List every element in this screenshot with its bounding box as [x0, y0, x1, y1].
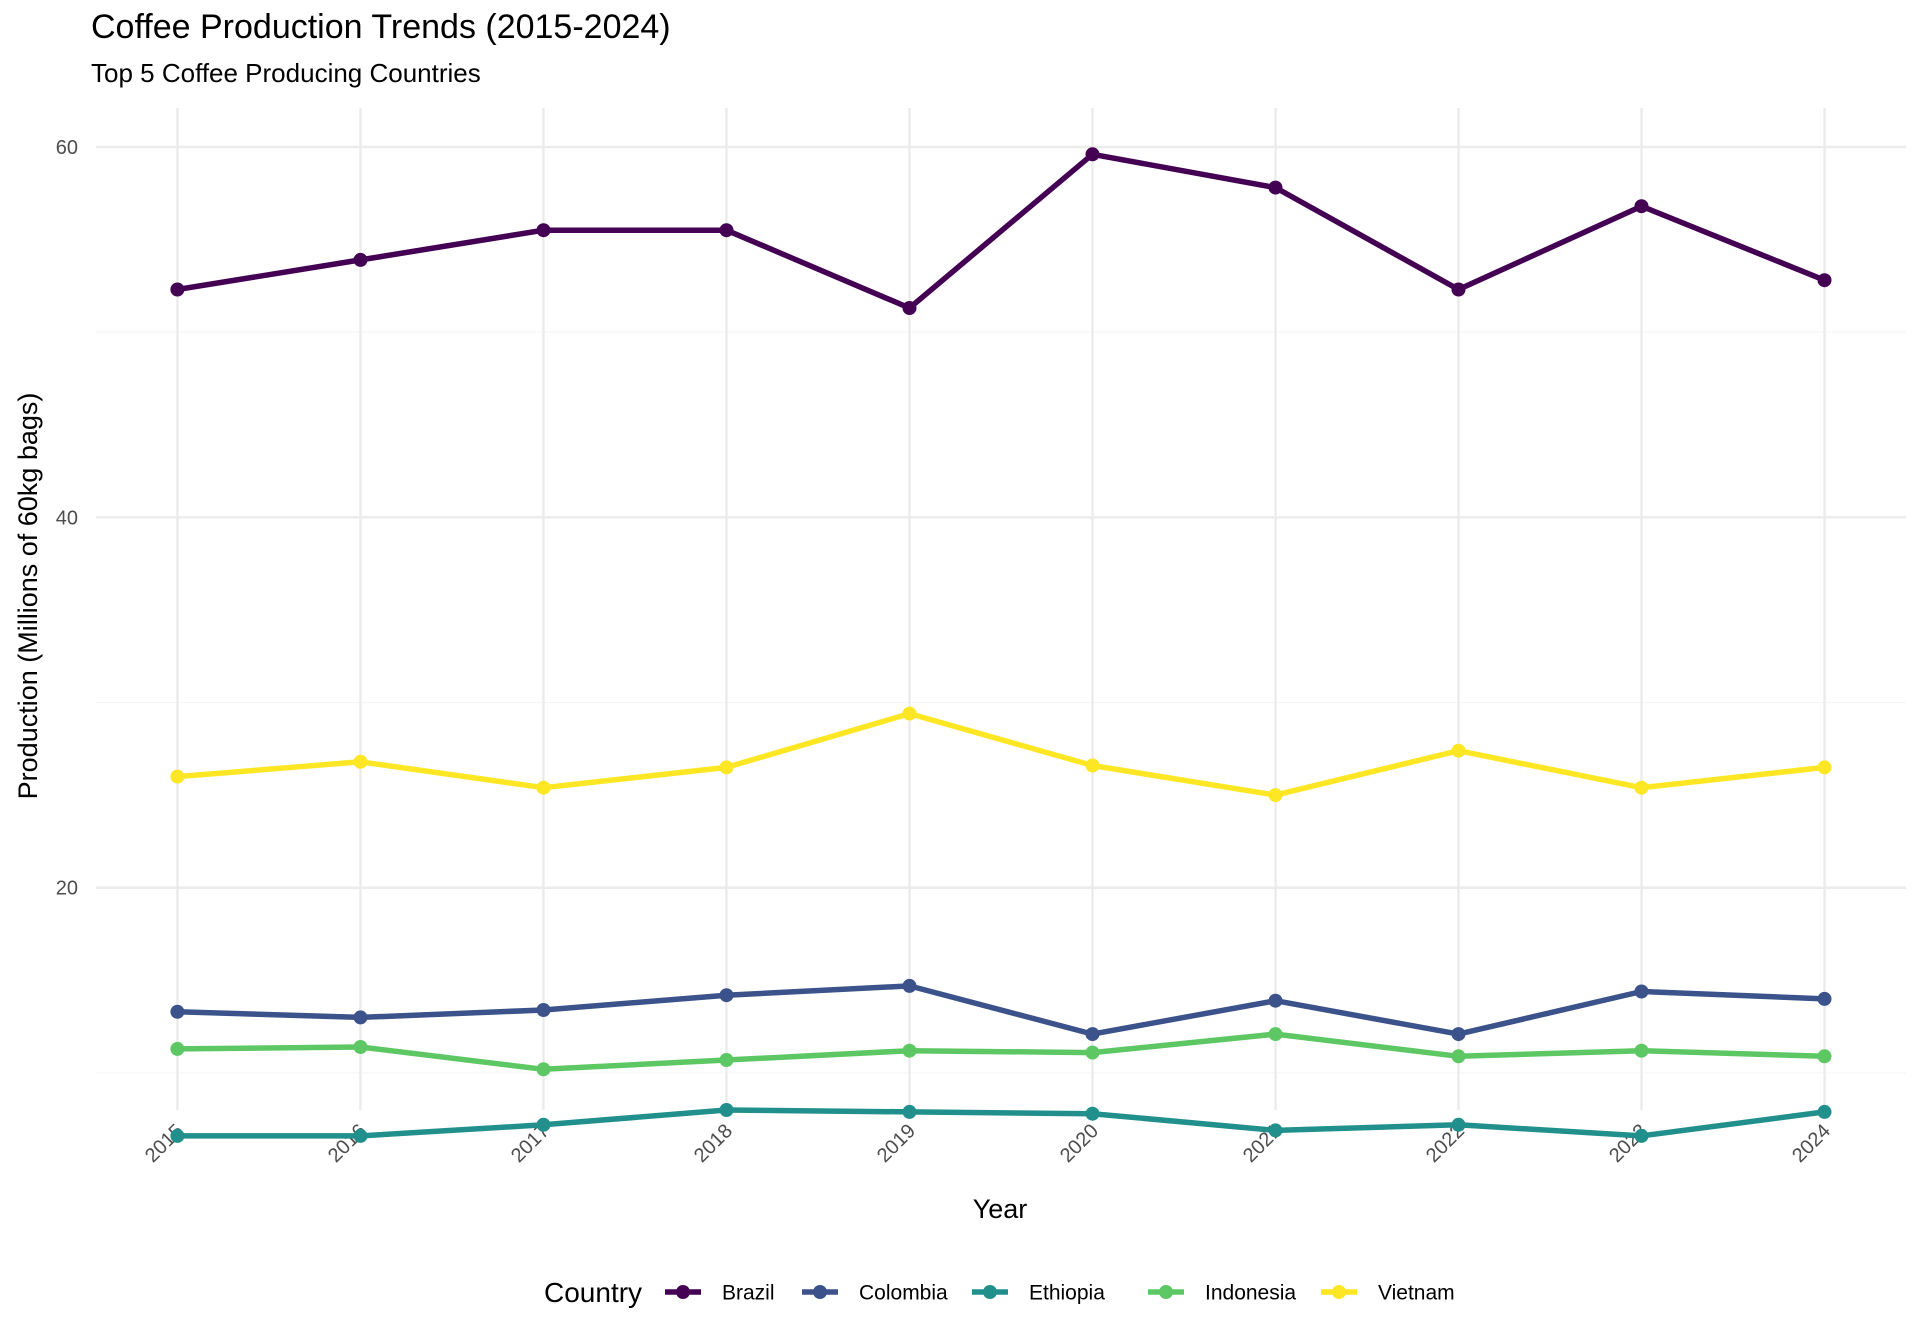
data-point-brazil: [536, 223, 551, 238]
data-point-indonesia: [1268, 1027, 1283, 1042]
data-point-brazil: [1451, 282, 1466, 297]
data-point-brazil: [170, 282, 185, 297]
data-point-ethiopia: [1634, 1128, 1649, 1143]
legend-label: Indonesia: [1205, 1282, 1296, 1305]
series-line-indonesia: [177, 1031, 1825, 1073]
data-point-vietnam: [536, 780, 551, 795]
data-point-brazil: [1634, 199, 1649, 214]
x-tick-label: 2019: [873, 1120, 920, 1167]
chart-title: Coffee Production Trends (2015-2024): [91, 8, 671, 46]
data-point-colombia: [536, 1003, 551, 1017]
legend-item-brazil: Brazil: [665, 1282, 775, 1305]
x-axis-ticks: 2015 2016 2017 2018 2019 2020 2021 2022 2023 2024: [141, 1120, 1835, 1167]
y-tick-label: 40: [56, 507, 78, 529]
y-tick-label: 20: [56, 878, 78, 900]
data-point-indonesia: [1634, 1043, 1649, 1058]
data-point-indonesia: [719, 1053, 734, 1067]
data-point-colombia: [902, 978, 917, 993]
data-point-ethiopia: [536, 1117, 551, 1132]
data-point-vietnam: [1268, 788, 1283, 803]
series-colombia: [170, 978, 1832, 1042]
data-point-ethiopia: [1268, 1123, 1283, 1138]
data-point-ethiopia: [1817, 1104, 1832, 1119]
data-point-vietnam: [902, 706, 917, 721]
y-axis-ticks: 20 40 60: [56, 137, 78, 900]
series-line-brazil: [176, 151, 1826, 311]
data-point-indonesia: [1085, 1045, 1100, 1060]
chart-subtitle: Top 5 Coffee Producing Countries: [91, 58, 481, 88]
legend-key-point: [813, 1285, 827, 1299]
data-point-vietnam: [170, 769, 185, 784]
series-line-vietnam: [177, 710, 1825, 798]
series-ethiopia: [170, 1103, 1832, 1143]
data-point-brazil: [719, 223, 734, 238]
data-point-brazil: [1085, 147, 1100, 162]
x-axis-title: Year: [973, 1194, 1028, 1224]
legend-key-point: [983, 1285, 997, 1299]
data-point-ethiopia: [902, 1104, 917, 1119]
x-tick-label: 2018: [690, 1120, 737, 1167]
data-point-indonesia: [902, 1043, 917, 1058]
x-tick-label: 2020: [1056, 1120, 1103, 1167]
series-layer: [170, 147, 1832, 1143]
data-point-brazil: [1817, 273, 1832, 288]
data-point-vietnam: [1817, 760, 1832, 775]
series-brazil: [170, 147, 1832, 315]
data-point-ethiopia: [1451, 1117, 1466, 1132]
data-point-ethiopia: [170, 1128, 185, 1143]
data-point-colombia: [1817, 991, 1832, 1006]
data-point-vietnam: [1085, 758, 1100, 773]
legend-key-point: [1332, 1285, 1346, 1299]
legend-label: Brazil: [722, 1282, 775, 1305]
y-tick-label: 60: [56, 137, 78, 159]
series-line-colombia: [177, 983, 1825, 1037]
data-point-ethiopia: [719, 1103, 734, 1117]
data-point-colombia: [170, 1004, 185, 1019]
grid-lines: [96, 108, 1906, 1110]
series-line-ethiopia: [177, 1107, 1825, 1139]
data-point-indonesia: [170, 1041, 185, 1056]
data-point-vietnam: [353, 754, 368, 769]
x-tick-label: 2023: [1605, 1120, 1652, 1167]
data-point-brazil: [353, 252, 368, 267]
data-point-colombia: [1268, 993, 1283, 1008]
x-tick-label: 2024: [1788, 1120, 1835, 1167]
data-point-colombia: [1085, 1027, 1100, 1042]
legend-item-ethiopia: Ethiopia: [972, 1282, 1105, 1305]
data-point-indonesia: [1451, 1049, 1466, 1064]
data-point-brazil: [1268, 180, 1283, 195]
data-point-vietnam: [1634, 780, 1649, 795]
legend-label: Colombia: [859, 1282, 948, 1305]
data-point-colombia: [353, 1010, 368, 1025]
data-point-colombia: [1451, 1027, 1466, 1042]
data-point-colombia: [1634, 984, 1649, 999]
legend-item-indonesia: Indonesia: [1148, 1282, 1296, 1305]
series-vietnam: [170, 706, 1832, 803]
data-point-indonesia: [1817, 1049, 1832, 1064]
legend-item-colombia: Colombia: [802, 1282, 948, 1305]
data-point-indonesia: [536, 1062, 551, 1077]
data-point-vietnam: [1451, 743, 1466, 758]
y-axis-title: Production (Millions of 60kg bags): [13, 393, 43, 800]
legend-item-vietnam: Vietnam: [1321, 1282, 1455, 1305]
legend-label: Ethiopia: [1029, 1282, 1105, 1305]
legend: Country Brazil Colombia Ethiopia Indonesia V…: [544, 1277, 1455, 1308]
data-point-indonesia: [353, 1040, 368, 1054]
legend-key-point: [1159, 1285, 1173, 1299]
legend-key-point: [676, 1285, 690, 1299]
data-point-brazil: [902, 301, 917, 315]
series-indonesia: [170, 1027, 1832, 1077]
data-point-vietnam: [719, 760, 734, 775]
data-point-colombia: [719, 988, 734, 1003]
data-point-ethiopia: [1085, 1106, 1100, 1121]
data-point-ethiopia: [353, 1128, 368, 1143]
x-tick-label: 2015: [141, 1120, 188, 1167]
legend-title: Country: [544, 1277, 642, 1308]
x-tick-label: 2016: [324, 1120, 371, 1167]
legend-label: Vietnam: [1378, 1282, 1455, 1305]
